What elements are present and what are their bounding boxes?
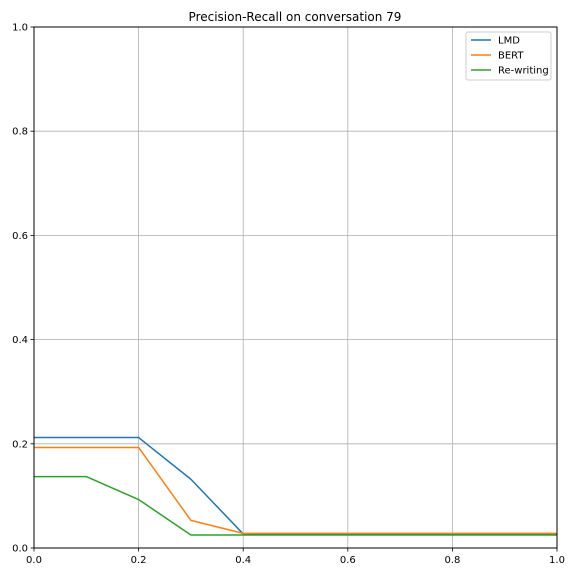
series-line-re-writing <box>34 475 557 536</box>
legend-box <box>465 31 552 81</box>
y-tick-label: 0.8 <box>12 127 28 138</box>
y-tick-label: 0.2 <box>12 439 28 450</box>
chart-title: Precision-Recall on conversation 79 <box>189 10 402 24</box>
legend-label-bert: BERT <box>498 51 524 62</box>
legend-label-lmd: LMD <box>498 36 520 47</box>
y-tick-label: 1.0 <box>12 23 28 34</box>
x-tick-label: 1.0 <box>549 555 565 566</box>
x-tick-label: 0.4 <box>235 555 251 566</box>
y-tick-label: 0.6 <box>12 231 28 242</box>
plot-frame <box>33 26 558 549</box>
axis-ticks: 0.0 0.2 0.4 0.6 0.8 1.0 0.0 0.2 0.4 0.6 0.8 1.0 <box>12 23 565 567</box>
legend: LMD BERT Re-writing <box>465 31 552 81</box>
x-tick-label: 0.2 <box>131 555 147 566</box>
x-tick-label: 0.0 <box>26 555 42 566</box>
x-tick-label: 0.8 <box>444 555 460 566</box>
y-tick-label: 0.0 <box>12 544 28 555</box>
x-tick-label: 0.6 <box>340 555 356 566</box>
y-tick-label: 0.4 <box>12 335 28 346</box>
series-lines <box>34 436 557 536</box>
series-line-bert <box>34 446 557 535</box>
legend-label-re-writing: Re-writing <box>498 66 549 77</box>
